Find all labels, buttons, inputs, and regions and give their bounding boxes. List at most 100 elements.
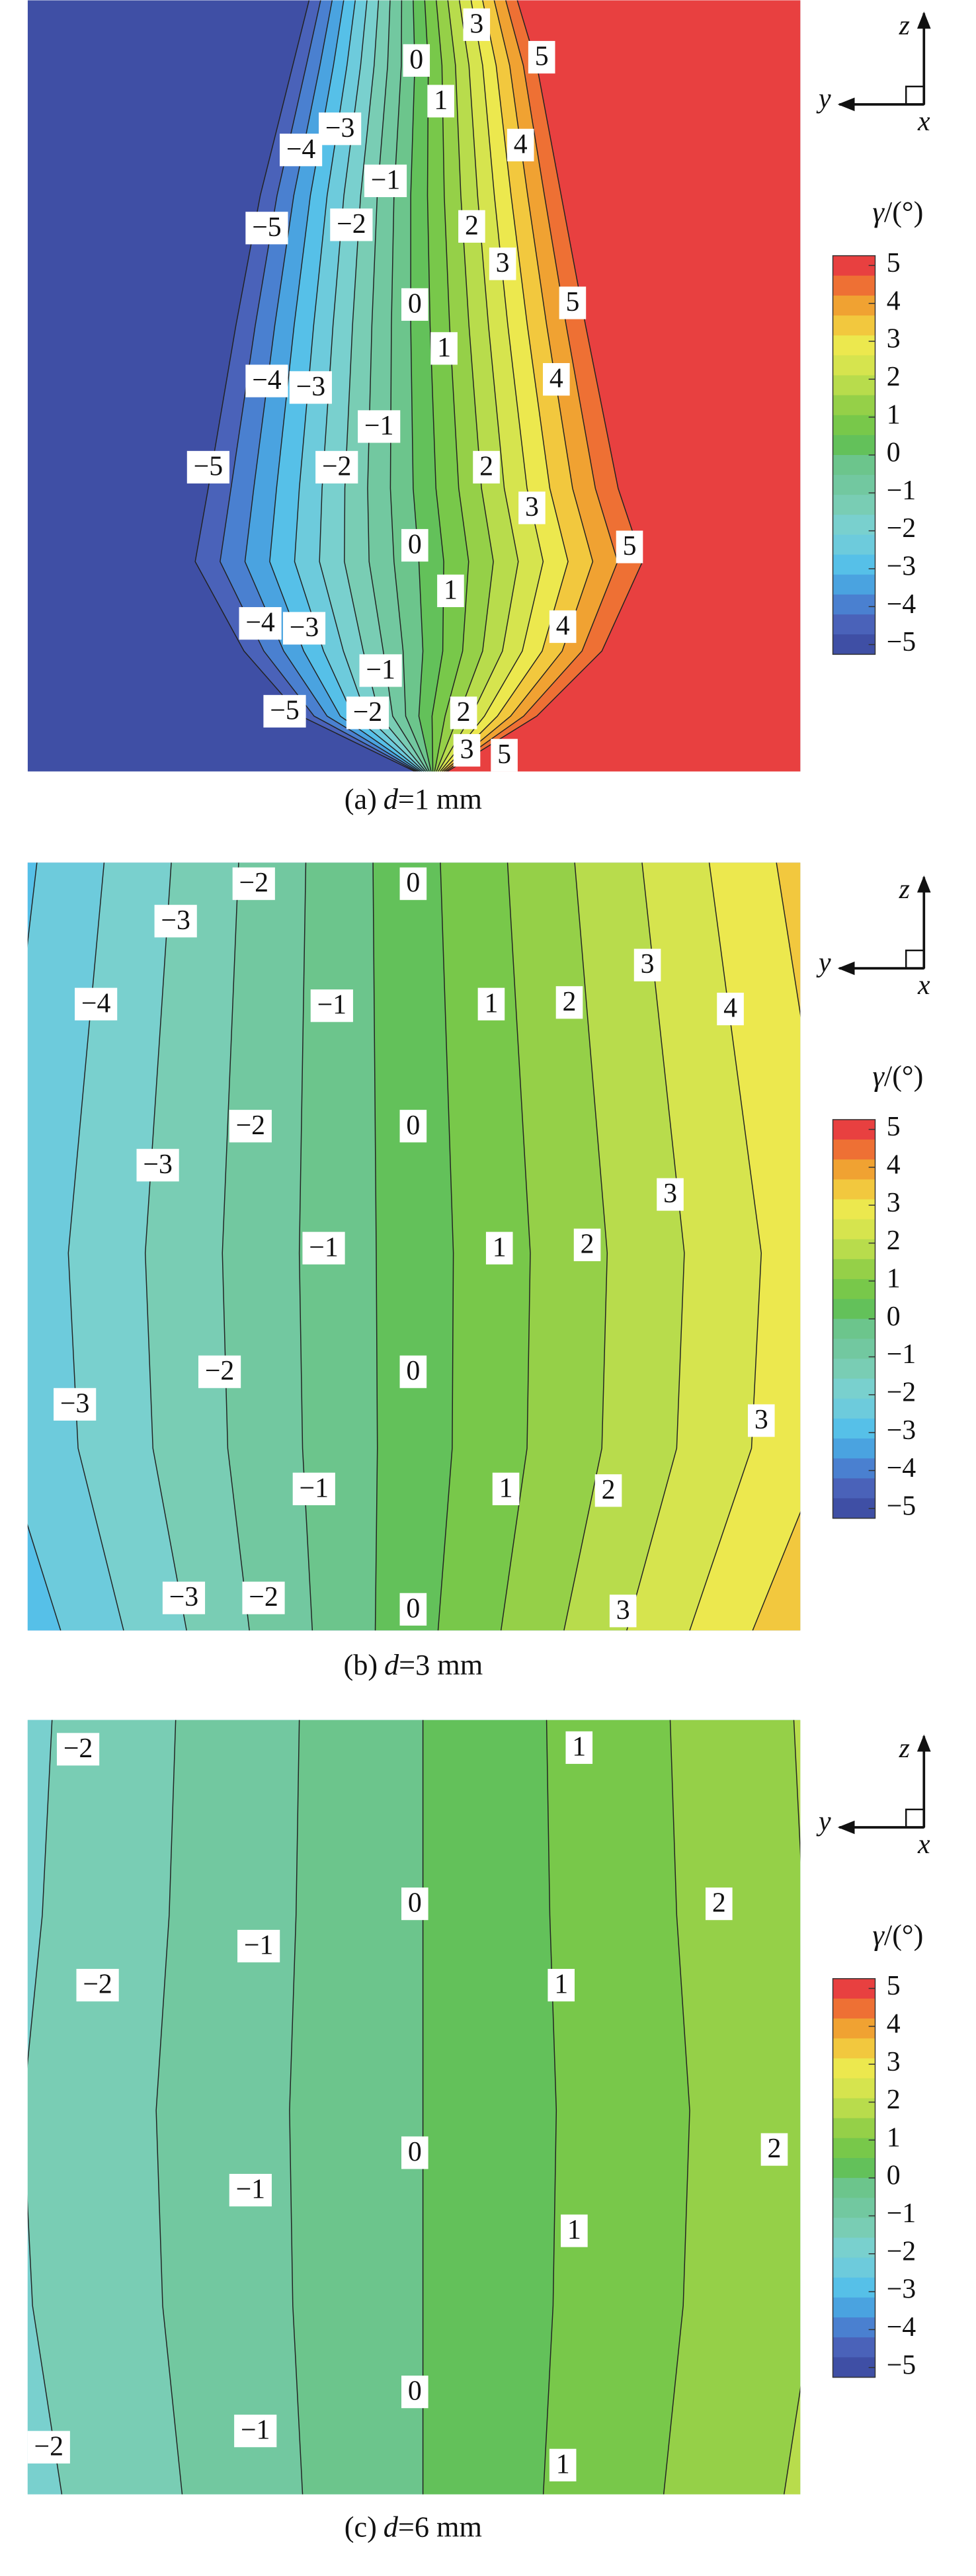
contour-line bbox=[410, 0, 432, 772]
colorbar-segment bbox=[833, 515, 875, 536]
colorbar-segment bbox=[833, 1119, 875, 1140]
colorbar-segment bbox=[833, 2317, 875, 2338]
contour-label: −2 bbox=[63, 1733, 93, 1764]
axis-square bbox=[905, 949, 925, 970]
label-box bbox=[162, 1581, 206, 1614]
colorbar-segment bbox=[833, 1378, 875, 1399]
contour-label: 4 bbox=[514, 129, 528, 159]
contour-band bbox=[156, 1720, 303, 2495]
label-box bbox=[473, 450, 500, 484]
label-box bbox=[280, 134, 323, 167]
contour-label: −1 bbox=[241, 2415, 270, 2446]
contour-label: 2 bbox=[457, 697, 471, 727]
label-box bbox=[543, 362, 570, 396]
colorbar-segment bbox=[833, 2337, 875, 2358]
contour-line bbox=[626, 862, 685, 1631]
colorbar-tick-label: −5 bbox=[887, 1491, 916, 1521]
label-box bbox=[616, 530, 643, 563]
contour-label: 3 bbox=[616, 1595, 630, 1626]
colorbar-segment bbox=[833, 1418, 875, 1439]
label-box bbox=[315, 450, 358, 484]
label-box bbox=[76, 1969, 119, 2002]
contour-label: −2 bbox=[249, 1582, 278, 1612]
contour-label: 3 bbox=[469, 9, 483, 39]
colorbar-tick-label: −2 bbox=[887, 513, 916, 544]
contour-line bbox=[445, 0, 618, 772]
contour-label: 3 bbox=[641, 949, 655, 979]
colorbar-segment bbox=[833, 2257, 875, 2278]
contour-label: −2 bbox=[239, 868, 269, 898]
colorbar-segment bbox=[833, 495, 875, 516]
label-box bbox=[565, 1731, 593, 1765]
colorbar-tick-label: 3 bbox=[887, 324, 901, 354]
label-box bbox=[242, 1581, 285, 1614]
colorbar-tick-label: −2 bbox=[887, 1377, 916, 1407]
contour-band bbox=[411, 0, 444, 772]
contour-label: −1 bbox=[364, 411, 394, 441]
contour-label: 1 bbox=[444, 575, 458, 605]
caption-variable: d bbox=[384, 1649, 399, 1681]
contour-label: 4 bbox=[549, 364, 563, 394]
label-box bbox=[56, 1733, 100, 1766]
label-box bbox=[229, 2173, 272, 2207]
contour-label: −5 bbox=[252, 212, 282, 243]
colorbar-symbol: γ bbox=[872, 196, 885, 228]
contour-band bbox=[373, 862, 454, 1631]
label-box bbox=[573, 1228, 601, 1261]
label-box bbox=[555, 986, 583, 1019]
colorbar-unit: /(°) bbox=[884, 1060, 923, 1093]
colorbar-tick-label: 1 bbox=[887, 399, 901, 430]
colorbar-unit: /(°) bbox=[884, 1919, 923, 1951]
contour-label: 0 bbox=[406, 1593, 420, 1624]
contour-label: −1 bbox=[366, 655, 395, 685]
colorbar-segment bbox=[833, 594, 875, 615]
contour-line bbox=[244, 0, 419, 772]
contour-line bbox=[298, 862, 313, 1631]
contour-label: 5 bbox=[565, 287, 579, 317]
colorbar-symbol: γ bbox=[872, 1919, 885, 1951]
contour-label: −5 bbox=[270, 695, 300, 726]
contour-line bbox=[542, 1720, 557, 2495]
contour-band bbox=[543, 1720, 690, 2495]
contour-label: −1 bbox=[236, 2175, 266, 2205]
contour-band bbox=[438, 0, 544, 772]
colorbar-segment bbox=[833, 1398, 875, 1419]
contour-label: 0 bbox=[408, 288, 422, 319]
colorbar-segment bbox=[833, 2218, 875, 2239]
contour-band bbox=[27, 1720, 62, 2495]
colorbar-segment bbox=[833, 475, 875, 495]
colorbar-tick-label: −4 bbox=[887, 2312, 916, 2343]
label-box bbox=[302, 1231, 345, 1265]
contour-label: −3 bbox=[60, 1388, 90, 1419]
axis-label: y bbox=[816, 948, 831, 978]
label-box bbox=[401, 2136, 428, 2169]
contour-label: 0 bbox=[408, 1888, 422, 1919]
contour-band bbox=[690, 862, 801, 1631]
axis-label: y bbox=[816, 84, 831, 114]
colorbar-segment bbox=[833, 2098, 875, 2119]
colorbar-segment bbox=[833, 1199, 875, 1220]
caption-rest: =6 mm bbox=[398, 2511, 482, 2544]
contour-label: −2 bbox=[236, 1110, 266, 1141]
contour-label: 0 bbox=[409, 44, 423, 75]
contour-line bbox=[500, 862, 531, 1631]
contour-label: −1 bbox=[371, 165, 401, 196]
colorbar-segment bbox=[833, 534, 875, 556]
caption-variable: d bbox=[384, 2511, 399, 2544]
contour-line bbox=[155, 1720, 183, 2495]
contour-label: −3 bbox=[161, 905, 190, 936]
label-box bbox=[186, 450, 229, 484]
contour-line bbox=[367, 0, 428, 772]
contour-band bbox=[145, 862, 250, 1631]
colorbar-segment bbox=[833, 2198, 875, 2219]
colorbar-tick-label: 0 bbox=[887, 1302, 901, 1332]
colorbar-tick-label: −4 bbox=[887, 1453, 916, 1483]
colorbar-tick-label: 5 bbox=[887, 248, 901, 278]
label-box bbox=[245, 364, 288, 397]
label-box bbox=[549, 610, 577, 644]
colorbar-segment bbox=[833, 335, 875, 356]
contour-label: 3 bbox=[460, 735, 474, 765]
contour-label: 1 bbox=[572, 1732, 586, 1763]
colorbar-tick-label: −3 bbox=[887, 1415, 916, 1446]
colorbar-segment bbox=[833, 2058, 875, 2079]
